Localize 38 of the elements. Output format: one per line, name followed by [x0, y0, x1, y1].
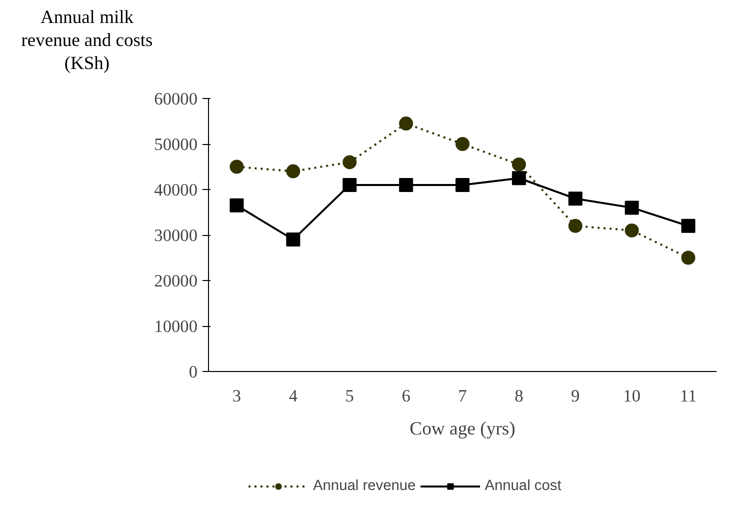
point: [624, 200, 639, 215]
x-tick-label: 8: [514, 386, 524, 406]
x-axis-title: Cow age (yrs): [410, 418, 516, 440]
legend-label: Annual revenue: [313, 478, 416, 494]
point: [230, 160, 244, 174]
point: [512, 171, 526, 186]
y-tick-label: 20000: [154, 272, 198, 290]
y-tick-label: 0: [188, 362, 198, 382]
point: [286, 232, 300, 247]
y-tick-label: 50000: [154, 135, 198, 154]
x-tick-label: 4: [288, 386, 298, 406]
point: [568, 218, 582, 233]
x-tick-label: 3: [232, 386, 242, 406]
x-tick-label: 11: [680, 386, 697, 406]
x-tick-label: 7: [458, 386, 468, 406]
point: [286, 164, 300, 178]
point: [456, 178, 470, 192]
point: [624, 223, 639, 238]
point: [342, 178, 357, 192]
x-tick-label: 6: [402, 386, 411, 406]
point: [568, 192, 582, 206]
y-tick-label: 40000: [154, 180, 198, 200]
point: [230, 198, 244, 212]
point: [399, 178, 414, 192]
x-tick-label: 5: [345, 386, 354, 406]
point: [681, 250, 696, 265]
point: [456, 137, 470, 151]
y-tick-label: 10000: [154, 317, 198, 336]
y-axis-title: Annual milk revenue and costs (KSh): [20, 7, 154, 76]
point: [512, 157, 526, 172]
point: [681, 218, 696, 233]
y-tick-label: 60000: [154, 90, 198, 108]
x-tick-label: 9: [571, 386, 580, 406]
y-tick-label: 30000: [154, 226, 198, 245]
point: [399, 116, 414, 131]
point: [342, 155, 357, 170]
legend-label: Annual cost: [484, 478, 562, 494]
x-tick-label: 10: [623, 386, 640, 406]
